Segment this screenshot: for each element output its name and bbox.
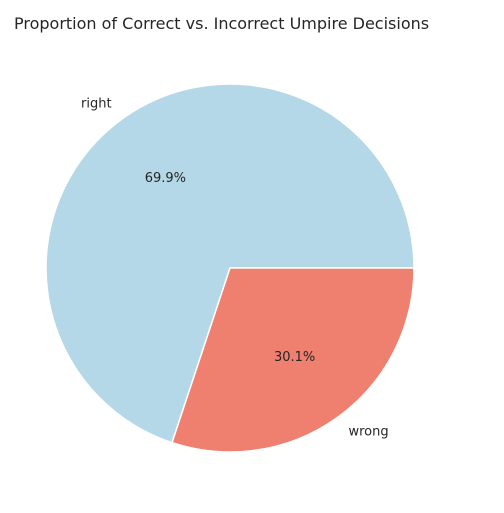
- slice-label-right: right: [81, 96, 112, 111]
- pie-slice-right: [45, 83, 415, 444]
- slice-label-wrong: wrong: [348, 425, 388, 440]
- pie-labels: right 69.9% wrong 30.1%: [81, 96, 389, 439]
- slice-pct-right: 69.9%: [145, 171, 186, 186]
- pie-slice-wrong: [171, 267, 415, 453]
- pie-slices: [45, 83, 415, 453]
- slice-pct-wrong: 30.1%: [274, 350, 315, 365]
- chart-title: Proportion of Correct vs. Incorrect Umpi…: [14, 14, 429, 33]
